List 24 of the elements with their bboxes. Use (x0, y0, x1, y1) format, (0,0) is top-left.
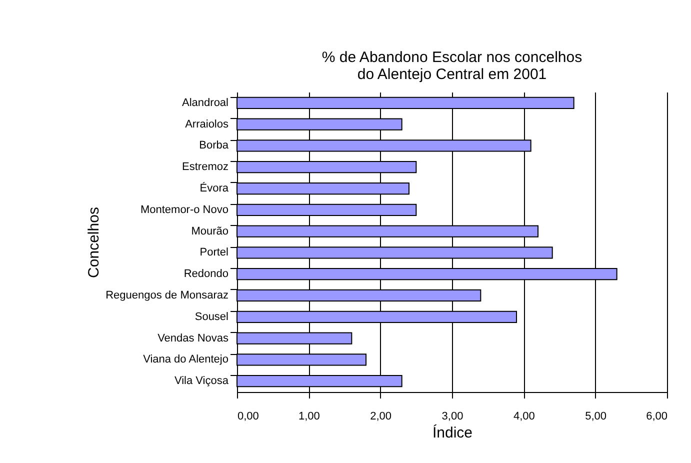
y-tick-label: Redondo (184, 268, 228, 280)
x-tick-label: 1,00 (298, 410, 320, 422)
y-tick-label: Arraiolos (185, 118, 229, 130)
y-tick-label: Viana do Alentejo (143, 354, 228, 366)
y-tick-label: Alandroal (182, 96, 228, 109)
y-tick-label: Mourão (191, 225, 228, 238)
chart-title: % de Abandono Escolar nos concelhos do Alentejo Central em 2001 (322, 49, 582, 83)
y-tick-label: Évora (200, 182, 230, 195)
y-tick-label: Vila Viçosa (174, 375, 230, 388)
y-tick-label: Reguengos de Monsaraz (106, 289, 228, 302)
x-tick-label: 6,00 (646, 410, 668, 422)
x-tick-label: 5,00 (585, 410, 607, 422)
y-tick-label: Montemor-o Novo (140, 204, 228, 216)
y-axis-title: Concelhos (86, 207, 103, 278)
x-tick-label: 0,00 (238, 410, 259, 422)
y-tick-label: Borba (199, 140, 230, 152)
x-axis-title: Índice (432, 424, 473, 442)
y-tick-label: Portel (200, 246, 228, 259)
x-tick-label: 4,00 (513, 410, 535, 422)
x-tick-label: 3,00 (442, 410, 464, 422)
y-tick-label: Vendas Novas (158, 332, 229, 344)
y-tick-label: Sousel (194, 310, 228, 323)
y-tick-label: Estremoz (182, 161, 228, 174)
x-tick-label: 2,00 (370, 410, 392, 422)
